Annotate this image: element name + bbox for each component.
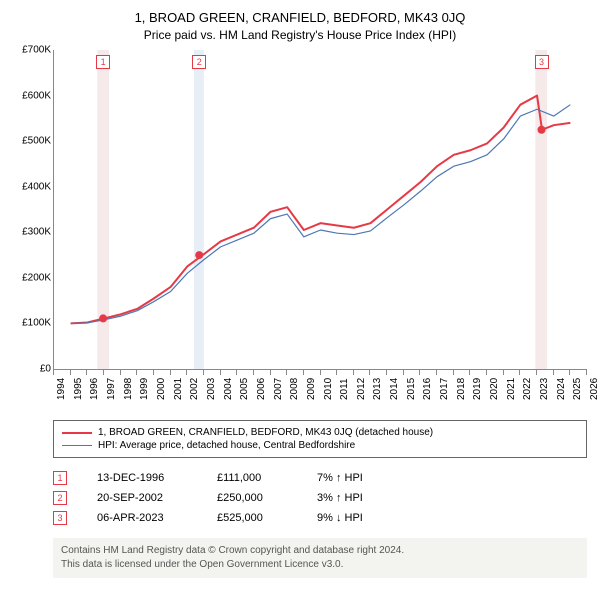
y-axis: £0£100K£200K£300K£400K£500K£600K£700K xyxy=(8,50,53,370)
x-axis-label: 2006 xyxy=(256,378,267,400)
sale-marker: 2 xyxy=(192,55,206,69)
x-axis-label: 1995 xyxy=(73,378,84,400)
transaction-price: £250,000 xyxy=(217,492,287,504)
transaction-row: 1 13-DEC-1996 £111,000 7% ↑ HPI xyxy=(53,468,592,488)
x-axis-label: 2000 xyxy=(156,378,167,400)
transaction-date: 06-APR-2023 xyxy=(97,512,187,524)
y-axis-label: £300K xyxy=(22,227,51,238)
transaction-marker: 3 xyxy=(53,511,67,525)
transaction-date: 20-SEP-2002 xyxy=(97,492,187,504)
x-axis-label: 2022 xyxy=(522,378,533,400)
footer-line: Contains HM Land Registry data © Crown c… xyxy=(61,544,579,558)
transaction-date: 13-DEC-1996 xyxy=(97,472,187,484)
legend-item: 1, BROAD GREEN, CRANFIELD, BEDFORD, MK43… xyxy=(62,426,578,439)
x-axis-label: 2025 xyxy=(572,378,583,400)
x-axis-label: 2016 xyxy=(422,378,433,400)
y-axis-label: £700K xyxy=(22,45,51,56)
y-axis-label: £600K xyxy=(22,90,51,101)
legend: 1, BROAD GREEN, CRANFIELD, BEDFORD, MK43… xyxy=(53,420,587,458)
x-axis-label: 1996 xyxy=(89,378,100,400)
chart-subtitle: Price paid vs. HM Land Registry's House … xyxy=(8,28,592,42)
sale-marker: 1 xyxy=(96,55,110,69)
x-axis-label: 2017 xyxy=(439,378,450,400)
transaction-row: 3 06-APR-2023 £525,000 9% ↓ HPI xyxy=(53,508,592,528)
x-axis-label: 1998 xyxy=(123,378,134,400)
footer-line: This data is licensed under the Open Gov… xyxy=(61,558,579,572)
chart-area: £0£100K£200K£300K£400K£500K£600K£700K 12… xyxy=(8,50,592,420)
legend-label: HPI: Average price, detached house, Cent… xyxy=(98,440,355,451)
x-axis-label: 1994 xyxy=(56,378,67,400)
x-axis-label: 2007 xyxy=(273,378,284,400)
transactions-table: 1 13-DEC-1996 £111,000 7% ↑ HPI 2 20-SEP-2002… xyxy=(53,468,592,528)
x-axis-label: 2008 xyxy=(289,378,300,400)
y-axis-label: £0 xyxy=(40,364,51,375)
x-axis-label: 2026 xyxy=(589,378,600,400)
x-axis-label: 2014 xyxy=(389,378,400,400)
transaction-marker: 1 xyxy=(53,471,67,485)
transaction-price: £525,000 xyxy=(217,512,287,524)
x-axis-label: 2012 xyxy=(356,378,367,400)
x-axis-label: 2004 xyxy=(223,378,234,400)
x-axis-label: 1997 xyxy=(106,378,117,400)
x-axis-label: 2013 xyxy=(372,378,383,400)
x-axis-label: 2019 xyxy=(472,378,483,400)
transaction-row: 2 20-SEP-2002 £250,000 3% ↑ HPI xyxy=(53,488,592,508)
x-axis-label: 2009 xyxy=(306,378,317,400)
x-axis-label: 2001 xyxy=(173,378,184,400)
plot-region: 1 2 3 xyxy=(53,50,587,370)
transaction-price: £111,000 xyxy=(217,472,287,484)
transaction-delta: 7% ↑ HPI xyxy=(317,472,363,484)
transaction-delta: 9% ↓ HPI xyxy=(317,512,363,524)
x-axis-label: 2010 xyxy=(323,378,334,400)
legend-item: HPI: Average price, detached house, Cent… xyxy=(62,439,578,452)
chart-title: 1, BROAD GREEN, CRANFIELD, BEDFORD, MK43… xyxy=(8,10,592,25)
x-axis-label: 2003 xyxy=(206,378,217,400)
transaction-delta: 3% ↑ HPI xyxy=(317,492,363,504)
x-axis-label: 2005 xyxy=(239,378,250,400)
legend-label: 1, BROAD GREEN, CRANFIELD, BEDFORD, MK43… xyxy=(98,427,433,438)
y-axis-label: £500K xyxy=(22,136,51,147)
x-axis-label: 2011 xyxy=(339,378,350,400)
y-axis-label: £100K xyxy=(22,318,51,329)
sale-marker: 3 xyxy=(535,55,549,69)
x-axis-label: 2002 xyxy=(189,378,200,400)
x-axis-label: 2020 xyxy=(489,378,500,400)
transaction-marker: 2 xyxy=(53,491,67,505)
x-axis-label: 2015 xyxy=(406,378,417,400)
x-axis-label: 2024 xyxy=(556,378,567,400)
x-axis-label: 1999 xyxy=(139,378,150,400)
y-axis-label: £400K xyxy=(22,181,51,192)
x-axis: 1994 1995 1996 1997 1998 1999 2000 2001 2002 2003… xyxy=(53,370,587,420)
footer: Contains HM Land Registry data © Crown c… xyxy=(53,538,587,578)
y-axis-label: £200K xyxy=(22,272,51,283)
x-axis-label: 2018 xyxy=(456,378,467,400)
x-axis-label: 2021 xyxy=(506,378,517,400)
x-axis-label: 2023 xyxy=(539,378,550,400)
